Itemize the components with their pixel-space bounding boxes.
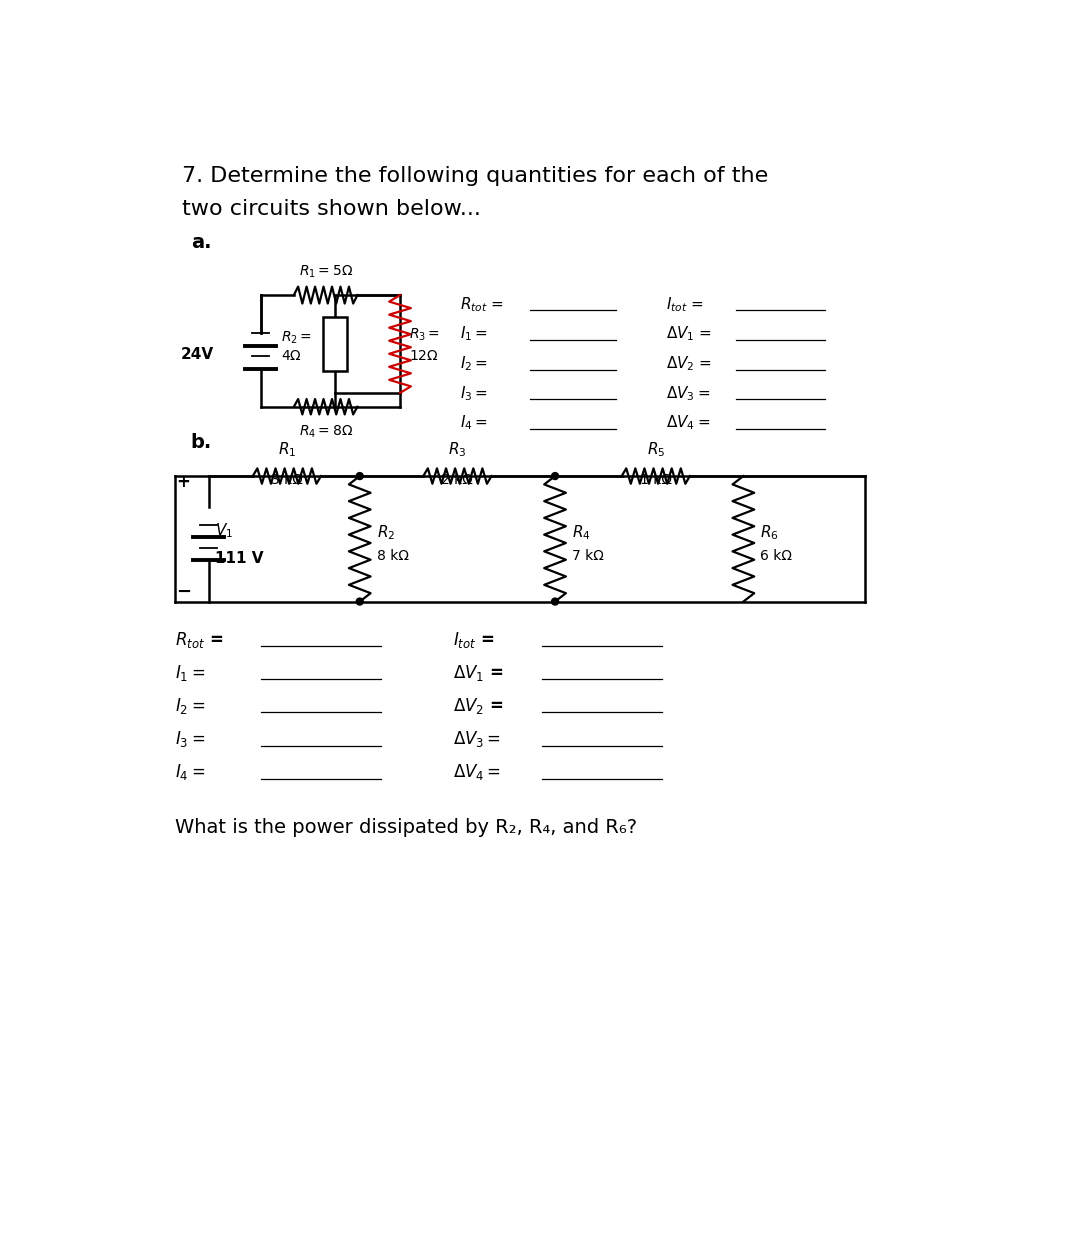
Text: $I_3=$: $I_3=$ [175,729,205,749]
Text: 7. Determine the following quantities for each of the: 7. Determine the following quantities fo… [181,166,768,186]
Text: 8 kΩ: 8 kΩ [377,549,409,563]
Circle shape [356,598,363,605]
Text: 24V: 24V [181,347,214,362]
Text: $I_1=$: $I_1=$ [460,325,488,343]
Text: $R_1=5\Omega$: $R_1=5\Omega$ [298,263,353,280]
Text: 7 kΩ: 7 kΩ [572,549,604,563]
Text: a.: a. [191,233,212,252]
Text: $I_4=$: $I_4=$ [175,763,205,782]
Text: 3 kΩ: 3 kΩ [271,472,302,487]
Text: $R_2$: $R_2$ [377,523,395,542]
Text: $R_6$: $R_6$ [760,523,779,542]
Text: $R_4$: $R_4$ [572,523,591,542]
Text: 6 kΩ: 6 kΩ [760,549,793,563]
Text: $I_3=$: $I_3=$ [460,384,488,403]
Text: $I_1=$: $I_1=$ [175,663,205,683]
Text: $I_2=$: $I_2=$ [460,355,488,373]
Text: $I_2=$: $I_2=$ [175,697,205,717]
Text: −: − [176,583,191,601]
Text: $V_1$: $V_1$ [215,522,233,541]
Text: $\Delta V_2$ =: $\Delta V_2$ = [453,697,503,717]
Text: 1 kΩ: 1 kΩ [639,472,672,487]
Text: $12\Omega$: $12\Omega$ [409,348,440,362]
Circle shape [356,472,363,480]
Text: $4\Omega$: $4\Omega$ [281,350,301,363]
Text: b.: b. [191,434,212,453]
Text: $R_{tot}$ =: $R_{tot}$ = [175,630,224,650]
Text: $R_3=$: $R_3=$ [409,326,441,343]
Text: $I_{tot}$ =: $I_{tot}$ = [453,630,495,650]
Text: $R_4=8\Omega$: $R_4=8\Omega$ [298,424,353,440]
Text: $R_5$: $R_5$ [647,440,665,459]
Text: 111 V: 111 V [215,551,264,565]
Text: $\Delta V_4=$: $\Delta V_4=$ [666,414,710,433]
Text: $R_{tot}$ =: $R_{tot}$ = [460,295,504,314]
Text: $\Delta V_3=$: $\Delta V_3=$ [453,729,501,749]
Text: 2 kΩ: 2 kΩ [442,472,473,487]
Circle shape [552,598,558,605]
Text: $\Delta V_1$ =: $\Delta V_1$ = [453,663,503,683]
Text: $R_2=$: $R_2=$ [281,330,312,346]
Text: $\Delta V_2$ =: $\Delta V_2$ = [666,355,712,373]
Text: $\Delta V_3=$: $\Delta V_3=$ [666,384,710,403]
Text: two circuits shown below...: two circuits shown below... [181,198,481,219]
Text: $\Delta V_4=$: $\Delta V_4=$ [453,763,501,782]
Text: +: + [176,474,190,491]
Text: $\Delta V_1$ =: $\Delta V_1$ = [666,325,712,343]
Bar [323,317,348,371]
Text: $R_1$: $R_1$ [278,440,296,459]
Circle shape [552,472,558,480]
Text: What is the power dissipated by R₂, R₄, and R₆?: What is the power dissipated by R₂, R₄, … [175,818,637,837]
Text: $R_3$: $R_3$ [448,440,467,459]
Text: $I_{tot}$ =: $I_{tot}$ = [666,295,704,314]
Text: $I_4=$: $I_4=$ [460,414,488,433]
